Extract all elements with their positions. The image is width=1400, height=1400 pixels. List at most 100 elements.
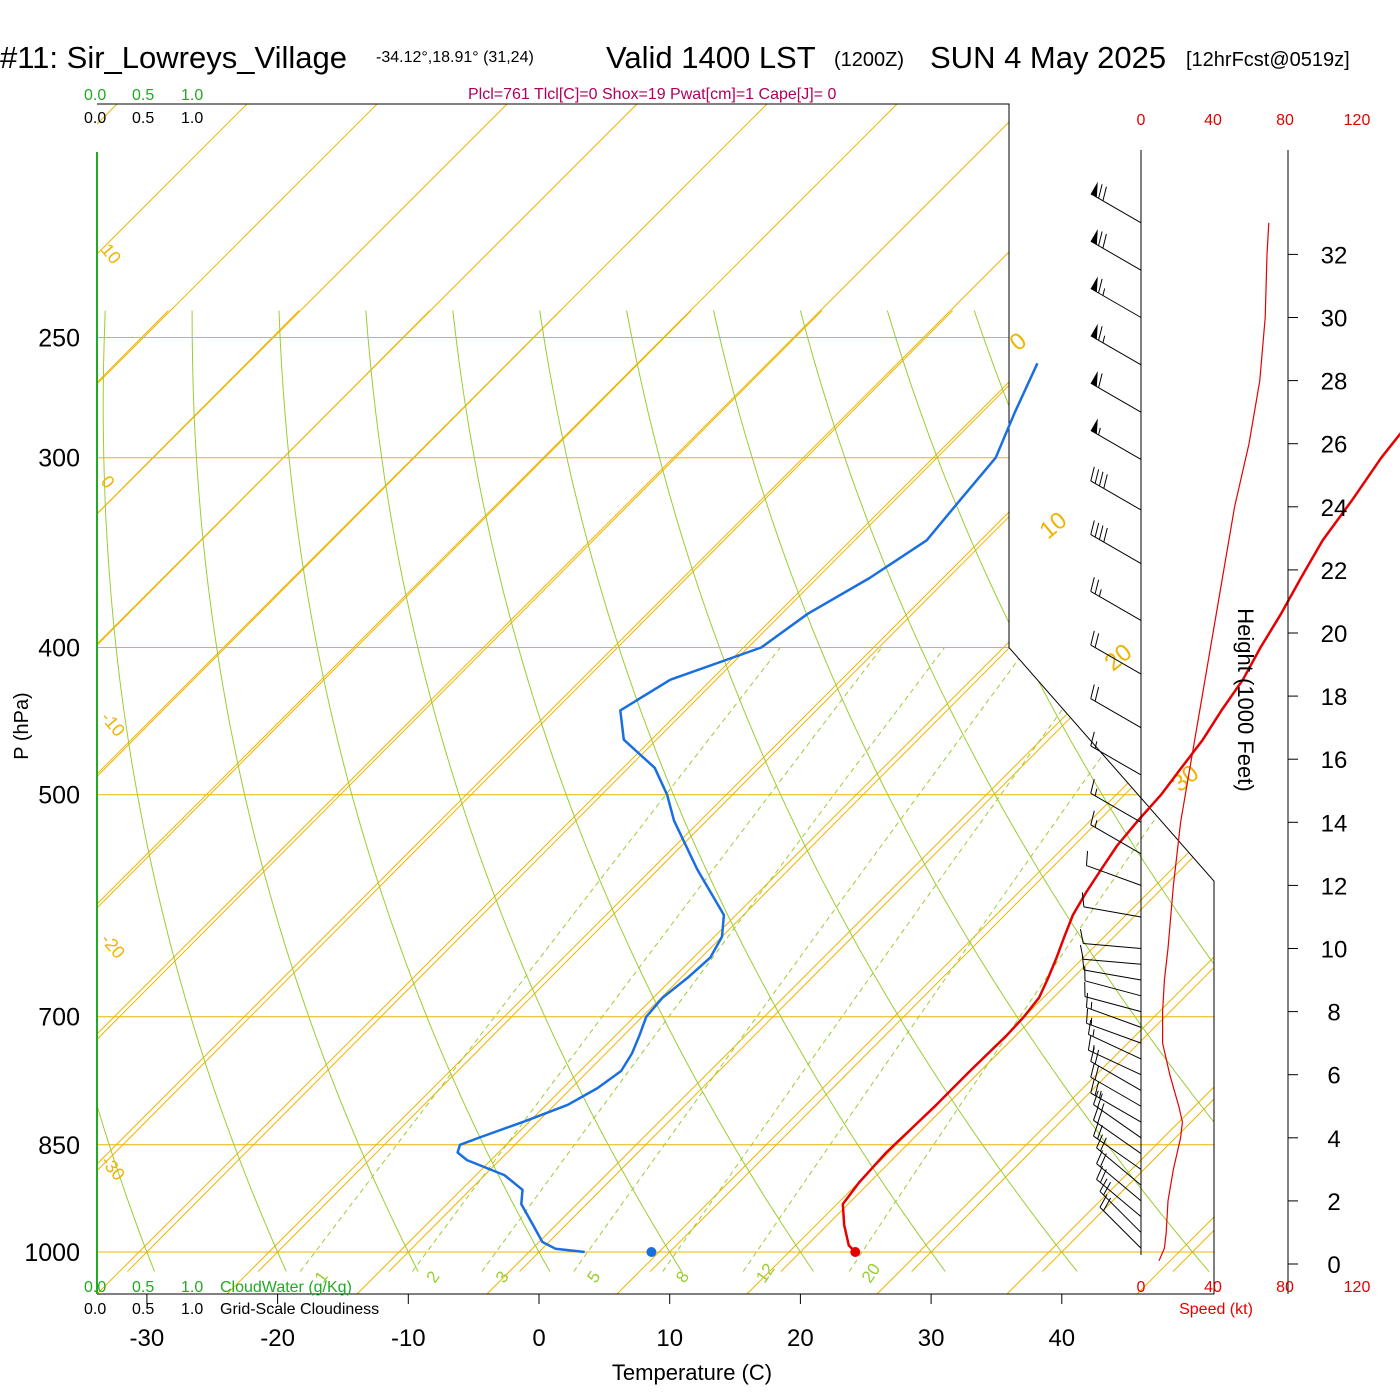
isotherm bbox=[97, 310, 561, 1272]
temperature-profile bbox=[841, 432, 1400, 1253]
speed-tick-label-top: 40 bbox=[1204, 112, 1222, 129]
mixing-ratio-line bbox=[573, 647, 1028, 1272]
dry-adiabat bbox=[713, 310, 1210, 1272]
wind-barb bbox=[1090, 229, 1142, 271]
legend-top-black-1: 0.5 bbox=[132, 110, 154, 127]
dewpoint-profile bbox=[456, 362, 1039, 1254]
mixing-ratio-line bbox=[481, 647, 945, 1272]
speed-tick-label-top: 0 bbox=[1137, 112, 1146, 129]
saturated-adiabat bbox=[97, 104, 898, 1294]
temperature-tick-label: 0 bbox=[532, 1325, 545, 1352]
dry-adiabat bbox=[365, 310, 683, 1272]
height-tick-label: 30 bbox=[1321, 306, 1348, 333]
height-tick-label: 6 bbox=[1327, 1063, 1340, 1090]
height-tick-label: 20 bbox=[1321, 621, 1348, 648]
temperature-tick-label: 40 bbox=[1048, 1325, 1075, 1352]
speed-axis-title: Speed (kt) bbox=[1179, 1301, 1253, 1318]
wind-barb bbox=[1079, 929, 1142, 949]
wind-speed-profile bbox=[1158, 222, 1270, 1262]
dry-adiabat bbox=[191, 310, 419, 1272]
temperature-tick-label: 20 bbox=[787, 1325, 814, 1352]
height-tick-label: 12 bbox=[1321, 873, 1348, 900]
diagram-frame bbox=[97, 103, 1215, 1295]
pressure-tick-label: 850 bbox=[38, 1132, 80, 1160]
x-axis-title: Temperature (C) bbox=[612, 1360, 772, 1385]
temperature-tick-label: -20 bbox=[260, 1325, 295, 1352]
legend-bottom-green-2: 1.0 bbox=[181, 1279, 203, 1296]
valid-date: SUN 4 May 2025 bbox=[930, 40, 1166, 75]
saturated-adiabat bbox=[356, 104, 1214, 1294]
wind-barb bbox=[1090, 181, 1142, 224]
wind-barb bbox=[1085, 851, 1142, 886]
speed-tick-label-top: 80 bbox=[1276, 112, 1294, 129]
cloud-legend-top: 0.0 0.5 1.0 0.0 0.5 1.0 bbox=[84, 87, 203, 127]
legend-bottom-green-1: 0.5 bbox=[132, 1279, 154, 1296]
dry-adiabat bbox=[626, 310, 1078, 1272]
speed-tick-label-top: 120 bbox=[1344, 112, 1371, 129]
wind-panel: 0246810121416182022242628303200404080801… bbox=[1079, 112, 1371, 1296]
y-axis-title: P (hPa) bbox=[11, 692, 33, 759]
header: #11: Sir_Lowreys_Village -34.12°,18.91° … bbox=[0, 40, 1350, 103]
wind-barb bbox=[1090, 684, 1142, 729]
temperature-tick-label: 10 bbox=[656, 1325, 683, 1352]
dry-adiabat bbox=[278, 310, 551, 1272]
isotherm bbox=[97, 310, 953, 1272]
dry-adiabat bbox=[886, 310, 1214, 1272]
wind-barb bbox=[1079, 944, 1142, 965]
wind-barb bbox=[1093, 1106, 1142, 1154]
legend-bottom-black-1: 0.5 bbox=[132, 1301, 154, 1318]
mixing-ratio-line bbox=[742, 647, 1180, 1272]
height-tick-label: 32 bbox=[1321, 242, 1348, 269]
station-title: #11: Sir_Lowreys_Village bbox=[0, 40, 347, 75]
mixing-ratio-line bbox=[412, 647, 883, 1272]
height-tick-label: 22 bbox=[1321, 558, 1348, 585]
saturated-adiabat bbox=[97, 104, 1028, 1294]
speed-tick-label-bottom: 80 bbox=[1276, 1279, 1294, 1296]
saturated-adiabat bbox=[226, 104, 1214, 1294]
height-tick-label: 24 bbox=[1321, 495, 1348, 522]
isotherm bbox=[127, 310, 1084, 1272]
cloud-legend-bottom: 0.0 0.5 1.0 CloudWater (g/Kg) 0.0 0.5 1.… bbox=[84, 1279, 379, 1318]
pressure-tick-label: 250 bbox=[38, 324, 80, 352]
station-coords: -34.12°,18.91° (31,24) bbox=[376, 49, 534, 66]
wind-barb bbox=[1090, 810, 1142, 855]
saturated-adiabat bbox=[97, 104, 508, 1294]
mixing-ratio-line bbox=[662, 647, 1108, 1272]
wind-barb bbox=[1084, 982, 1142, 1013]
isotherm bbox=[97, 310, 692, 1272]
height-tick-label: 10 bbox=[1321, 937, 1348, 964]
saturated-adiabat bbox=[876, 104, 1214, 1294]
height-tick-label: 4 bbox=[1327, 1126, 1340, 1153]
speed-tick-label-bottom: 120 bbox=[1344, 1279, 1371, 1296]
pressure-tick-label: 1000 bbox=[24, 1239, 80, 1267]
saturated-adiabat bbox=[97, 104, 1158, 1294]
saturated-adiabat bbox=[97, 104, 378, 1294]
wind-barb bbox=[1090, 1078, 1142, 1123]
temperature-tick-label: -10 bbox=[391, 1325, 426, 1352]
isotherm bbox=[649, 310, 1214, 1272]
height-tick-label: 16 bbox=[1321, 747, 1348, 774]
wind-barb bbox=[1099, 1194, 1142, 1249]
wind-barb bbox=[1090, 731, 1142, 776]
wind-barb bbox=[1081, 892, 1142, 918]
isotherm bbox=[911, 310, 1214, 1272]
valid-zulu: (1200Z) bbox=[834, 49, 904, 71]
height-tick-label: 0 bbox=[1327, 1252, 1340, 1279]
height-tick-label: 2 bbox=[1327, 1189, 1340, 1216]
height-tick-label: 14 bbox=[1321, 810, 1348, 837]
height-tick-label: 18 bbox=[1321, 684, 1348, 711]
wind-barb bbox=[1096, 1134, 1142, 1186]
dry-adiabat bbox=[102, 310, 287, 1272]
saturated-adiabat bbox=[97, 104, 638, 1294]
wind-barb bbox=[1090, 630, 1142, 675]
wind-barb bbox=[1090, 323, 1142, 366]
wind-barb bbox=[1087, 1019, 1142, 1060]
wind-barb bbox=[1085, 1008, 1142, 1044]
legend-top-green-0: 0.0 bbox=[84, 87, 106, 104]
wind-barb bbox=[1093, 1090, 1142, 1139]
wind-barb bbox=[1084, 966, 1142, 997]
pressure-tick-label: 300 bbox=[38, 445, 80, 473]
data-layer bbox=[456, 362, 1400, 1257]
wind-barb bbox=[1090, 418, 1142, 460]
dry-adiabat bbox=[799, 310, 1214, 1272]
